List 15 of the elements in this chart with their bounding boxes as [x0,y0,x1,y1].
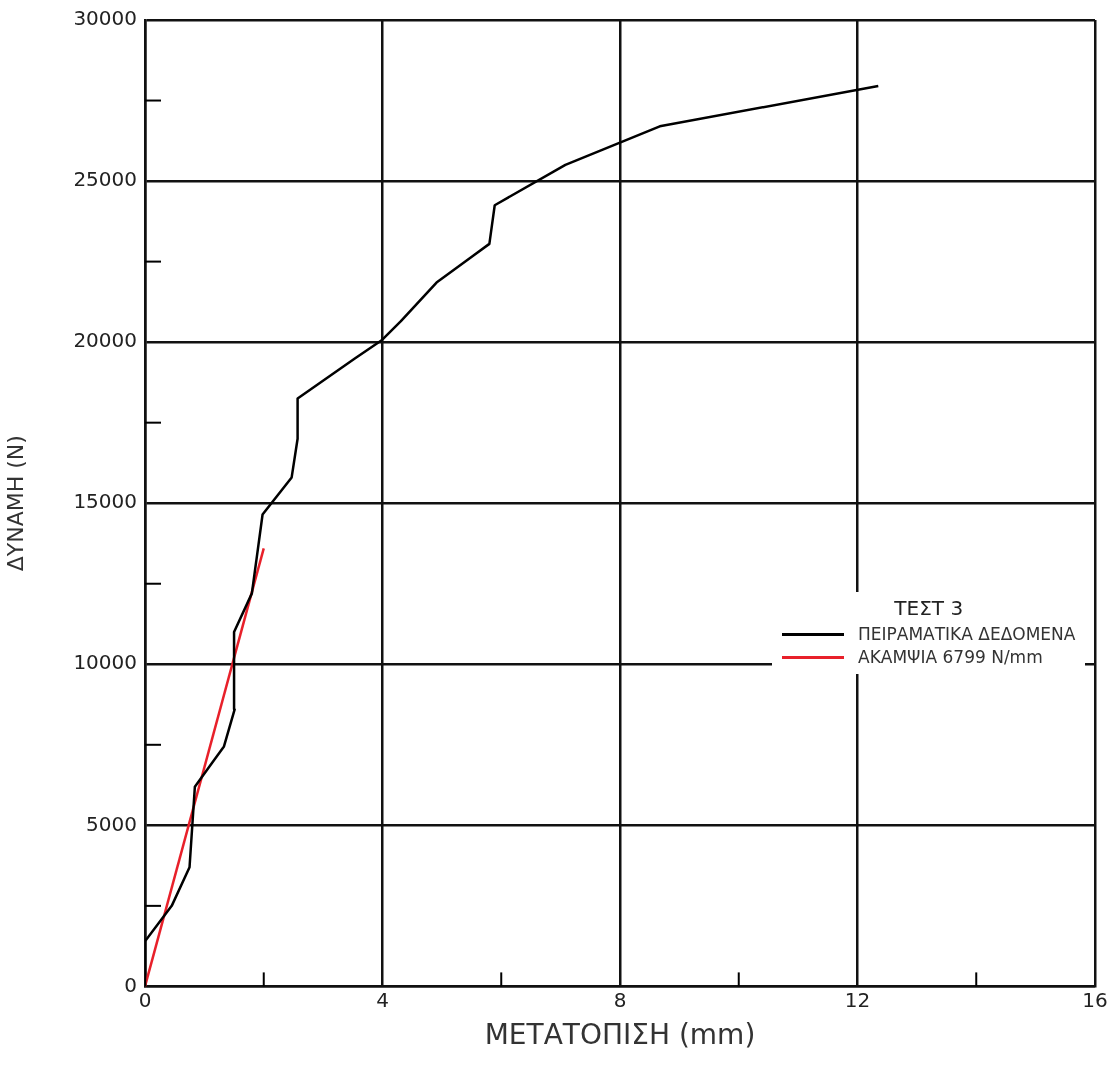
x-tick-label: 8 [613,987,627,1012]
x-axis-title: ΜΕΤΑΤΟΠΙΣΗ (mm) [484,1018,756,1052]
y-tick-label: 15000 [73,489,137,514]
y-tick-label: 25000 [73,167,137,192]
x-tick-label: 12 [844,987,871,1012]
y-axis-title: ΔΥΝΑΜΗ (N) [2,435,28,572]
y-tick-label: 10000 [73,650,137,675]
x-tick-label: 16 [1082,987,1108,1012]
y-tick-label: 5000 [86,811,137,836]
y-tick-label: 20000 [73,328,137,353]
legend-label: ΠΕΙΡΑΜΑΤΙΚΑ ΔΕΔΟΜΕΝΑ [858,624,1076,645]
x-tick-label: 4 [376,987,389,1012]
y-tick-label: 30000 [73,6,137,31]
legend-title: ΤΕΣΤ 3 [893,596,965,621]
legend-label: ΑΚΑΜΨΙΑ 6799 N/mm [858,647,1043,668]
